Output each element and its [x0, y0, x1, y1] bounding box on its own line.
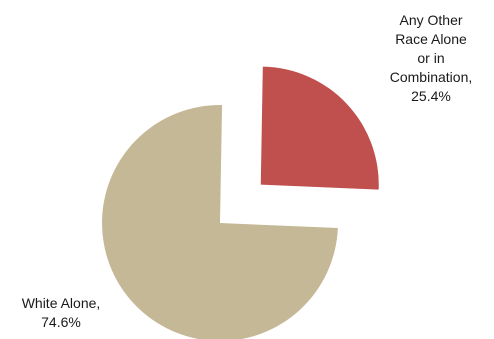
label-line: Any Other: [399, 12, 463, 28]
label-line: Combination,: [389, 69, 473, 85]
pie-slice-white-alone: [101, 105, 338, 339]
label-line: or in: [417, 50, 445, 66]
slice-label-white-alone: White Alone, 74.6%: [6, 294, 116, 332]
label-line: Race Alone: [395, 31, 467, 47]
label-line: 25.4%: [411, 88, 451, 104]
pie-slice-any-other-race: [260, 66, 379, 190]
slice-label-any-other-race: Any Other Race Alone or in Combination, …: [371, 11, 491, 106]
label-line: White Alone,: [21, 295, 101, 311]
label-line: 74.6%: [41, 314, 81, 330]
